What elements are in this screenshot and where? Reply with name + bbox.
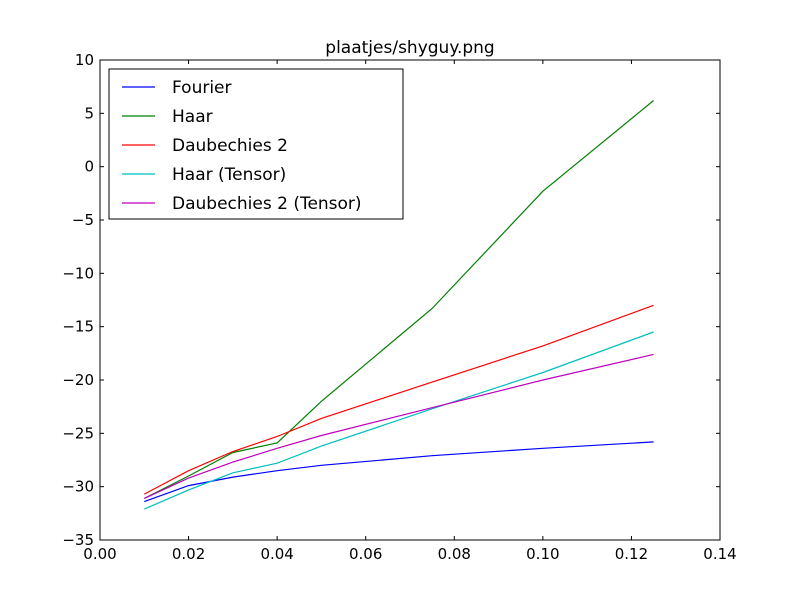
- plot-frame: [99, 59, 721, 541]
- legend-label-0: Fourier: [172, 78, 232, 98]
- legend-label-4: Daubechies 2 (Tensor): [172, 194, 362, 214]
- x-tick-label: 0.14: [703, 545, 736, 563]
- x-tick-label: 0.10: [526, 545, 559, 563]
- y-tick-label: −20: [62, 371, 94, 389]
- y-tick-label: 5: [84, 104, 94, 122]
- y-tick-label: 0: [84, 158, 94, 176]
- x-tick-label: 0.06: [349, 545, 382, 563]
- series-line-2: [144, 304, 654, 495]
- legend-box: [108, 68, 404, 220]
- x-tick-label: 0.12: [615, 545, 648, 563]
- y-tick-label: −10: [62, 264, 94, 282]
- y-tick-label: −35: [62, 531, 94, 549]
- series-line-4: [144, 353, 654, 499]
- legend-label-3: Haar (Tensor): [172, 165, 286, 185]
- series-line-3: [144, 331, 654, 510]
- y-tick-label: −5: [72, 211, 94, 229]
- series-layer: [144, 100, 654, 510]
- legend-label-1: Haar: [172, 107, 213, 127]
- series-line-0: [144, 441, 654, 503]
- y-tick-label: 10: [75, 51, 94, 69]
- x-tick-label: 0.08: [438, 545, 471, 563]
- legend-label-2: Daubechies 2: [172, 136, 288, 156]
- chart-title: plaatjes/shyguy.png: [325, 38, 494, 58]
- series-line-1: [144, 100, 654, 499]
- x-tick-label: 0.04: [260, 545, 293, 563]
- x-tick-label: 0.00: [83, 545, 116, 563]
- legend: Fourier Haar Daubechies 2 Haar (Tensor) Daub…: [108, 68, 404, 220]
- y-tick-label: −15: [62, 318, 94, 336]
- x-tick-label: 0.02: [172, 545, 205, 563]
- y-tick-label: −25: [62, 424, 94, 442]
- ticks-layer: 0.00 0.02 0.04 0.06 0.08 0.10 0.12 0.14 10 5 0 −5 −1…: [62, 51, 736, 563]
- y-tick-label: −30: [62, 478, 94, 496]
